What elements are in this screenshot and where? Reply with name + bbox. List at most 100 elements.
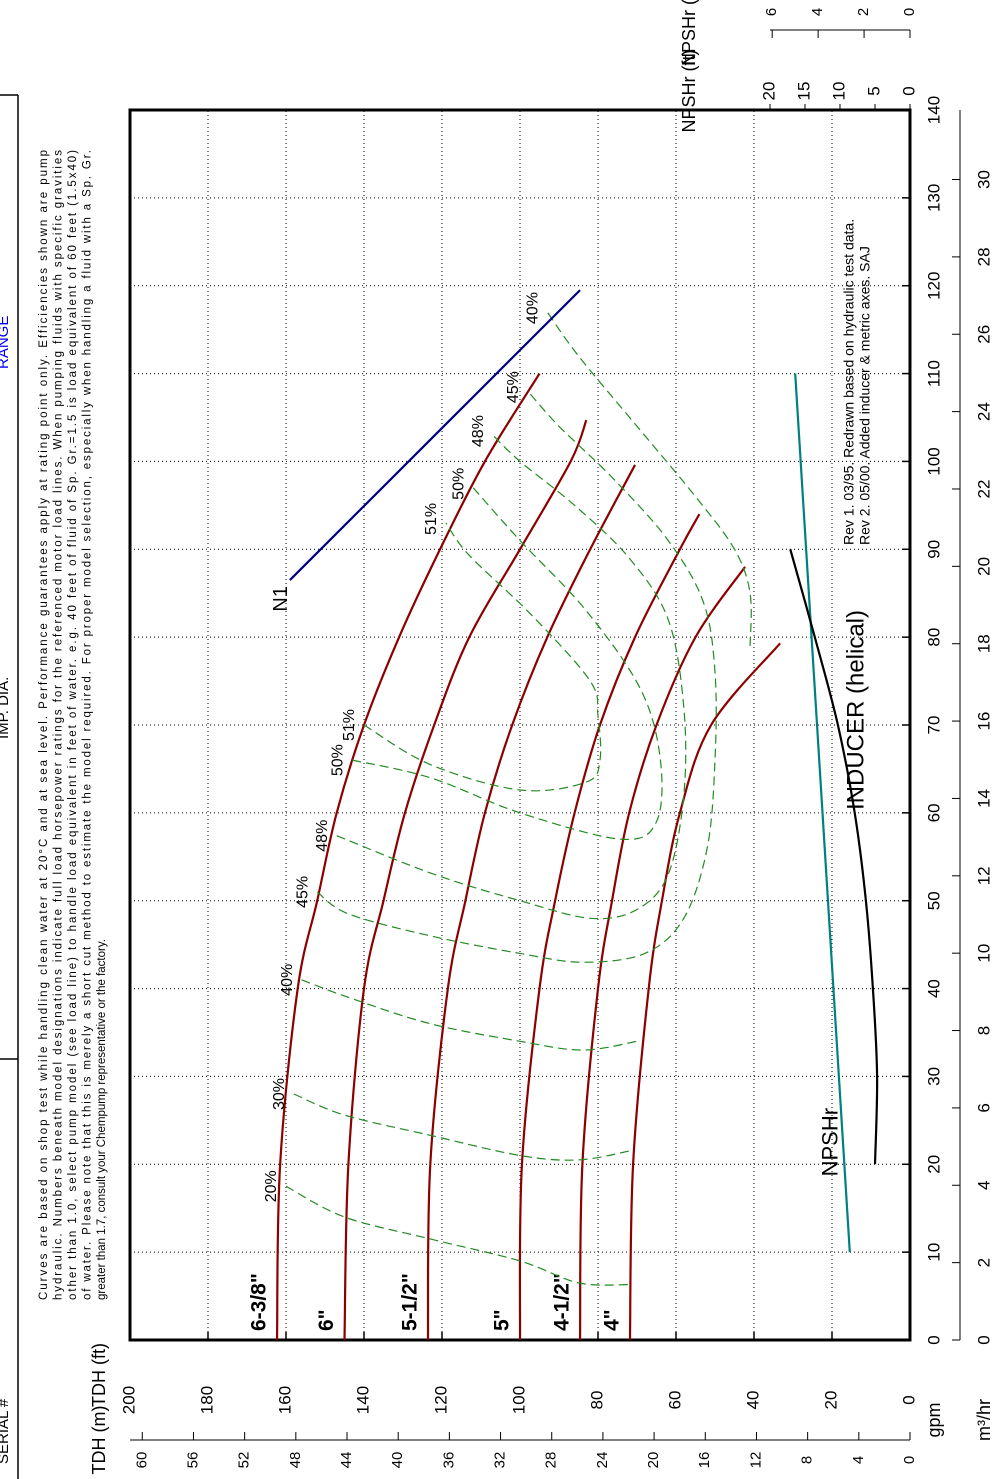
header-imp-dia: IMP. DIA.: [0, 677, 12, 739]
efficiency-label: 40%: [525, 292, 542, 324]
efficiency-label: 50%: [450, 468, 467, 500]
curve: [518, 513, 701, 1341]
y2-m-tick-label: 4: [809, 8, 826, 16]
y-tick-label: 60: [665, 1391, 684, 1410]
curve: [628, 642, 781, 1341]
x-tick-label: 20: [924, 1155, 943, 1174]
curve: [289, 289, 581, 581]
efficiency-label: 45%: [294, 876, 311, 908]
curve: [578, 566, 746, 1341]
y-m-tick-label: 24: [594, 1452, 611, 1469]
curve: [426, 464, 637, 1341]
revision: Rev 1. 03/95. Redrawn based on hydraulic…: [841, 219, 857, 545]
note-line: of water. Please note that this is merel…: [82, 150, 94, 1300]
y-m-tick-label: 40: [389, 1452, 406, 1469]
y2-m-tick-label: 2: [855, 8, 872, 16]
efficiency-label: 48%: [470, 415, 487, 447]
curve: [275, 372, 541, 1341]
x-tick-label: 140: [924, 96, 943, 124]
note-line: greater than 1.7, consult your Chempump …: [96, 939, 108, 1300]
x2-tick-label: 20: [974, 557, 993, 576]
header-range: RANGE: [0, 316, 12, 369]
x2-tick-label: 30: [974, 170, 993, 189]
y2-tick-label: 0: [899, 86, 918, 95]
x2-tick-label: 18: [974, 634, 993, 653]
y2-axis-title: NPSHr (ft): [679, 50, 699, 133]
y-tick-label: 200: [119, 1386, 138, 1414]
y-m-tick-label: 56: [184, 1452, 201, 1469]
efficiency-curve: [316, 390, 717, 963]
x2-tick-label: 6: [974, 1103, 993, 1112]
x2-tick-label: 14: [974, 789, 993, 808]
impeller-label: 6-3/8": [248, 1273, 271, 1331]
y-tick-label: 120: [431, 1386, 450, 1414]
x2-tick-label: 4: [974, 1181, 993, 1190]
efficiency-label: 45%: [505, 371, 522, 403]
x-tick-label: 130: [924, 184, 943, 212]
x-tick-label: 110: [924, 360, 943, 387]
curve: [343, 419, 588, 1341]
y2-tick-label: 15: [794, 82, 813, 101]
impeller-label: 4-1/2": [551, 1273, 574, 1331]
y-tick-label: 80: [587, 1391, 606, 1410]
x2-tick-label: 12: [974, 866, 993, 885]
y-m-tick-label: 44: [338, 1452, 355, 1469]
x2-axis-title: m³/hr: [974, 1399, 994, 1441]
efficiency-label: 40%: [279, 964, 296, 996]
y2-m-tick-label: 0: [901, 8, 918, 16]
x-axis-title: gpm: [924, 1402, 944, 1437]
y-m-tick-label: 0: [901, 1456, 918, 1464]
impeller-label: 6": [315, 1309, 338, 1331]
x2-tick-label: 2: [974, 1258, 993, 1267]
y-tick-label: 0: [899, 1395, 918, 1404]
y-axis-title: TDH (ft): [89, 1343, 109, 1407]
curve: [794, 373, 851, 1253]
x-tick-label: 50: [924, 891, 943, 910]
efficiency-label: 20%: [263, 1170, 280, 1202]
x2-tick-label: 26: [974, 325, 993, 344]
y-tick-label: 20: [821, 1391, 840, 1410]
x-tick-label: 0: [924, 1335, 943, 1344]
x2-tick-label: 24: [974, 402, 993, 421]
impeller-label: 5-1/2": [399, 1273, 422, 1331]
x2-tick-label: 16: [974, 712, 993, 731]
y-m-tick-label: 52: [236, 1452, 253, 1469]
y-m-tick-label: 4: [850, 1456, 867, 1464]
load-line-label: N1: [270, 586, 292, 612]
y-m-axis-title: TDH (m): [89, 1406, 109, 1475]
y-m-tick-label: 36: [440, 1452, 457, 1469]
x2-tick-label: 0: [974, 1335, 993, 1344]
y-m-tick-label: 60: [133, 1452, 150, 1469]
efficiency-curve: [546, 311, 752, 646]
x-tick-label: 60: [924, 803, 943, 822]
impeller-label: 4": [601, 1309, 624, 1331]
impeller-label: 5": [491, 1309, 514, 1331]
revision: Rev 2. 05/00. Added inducer & metric axe…: [857, 246, 873, 545]
y-m-tick-label: 8: [799, 1456, 816, 1464]
y2-tick-label: 10: [829, 82, 848, 101]
efficiency-label: 50%: [330, 744, 347, 776]
note-line: Curves are based on shop test while hand…: [38, 150, 50, 1300]
curve: [789, 548, 879, 1165]
x-tick-label: 80: [924, 628, 943, 647]
y-tick-label: 140: [353, 1386, 372, 1414]
inducer-label: INDUCER (helical): [842, 610, 869, 810]
efficiency-label: 51%: [423, 503, 440, 535]
y-tick-label: 100: [509, 1386, 528, 1414]
x-tick-label: 90: [924, 540, 943, 559]
x2-tick-label: 8: [974, 1026, 993, 1035]
y2-tick-label: 5: [864, 86, 883, 95]
y2-m-axis-title: NPSHr (m): [679, 0, 699, 66]
x2-tick-label: 10: [974, 944, 993, 963]
y2-tick-label: 20: [759, 82, 778, 101]
y-m-tick-label: 12: [747, 1452, 764, 1469]
npshr-label: NPSHr: [818, 1108, 843, 1176]
x-tick-label: 30: [924, 1067, 943, 1086]
x2-tick-label: 28: [974, 247, 993, 266]
y-tick-label: 180: [197, 1386, 216, 1414]
efficiency-curve: [285, 1185, 630, 1286]
x-tick-label: 10: [924, 1243, 943, 1262]
y2-m-tick-label: 6: [763, 8, 780, 16]
